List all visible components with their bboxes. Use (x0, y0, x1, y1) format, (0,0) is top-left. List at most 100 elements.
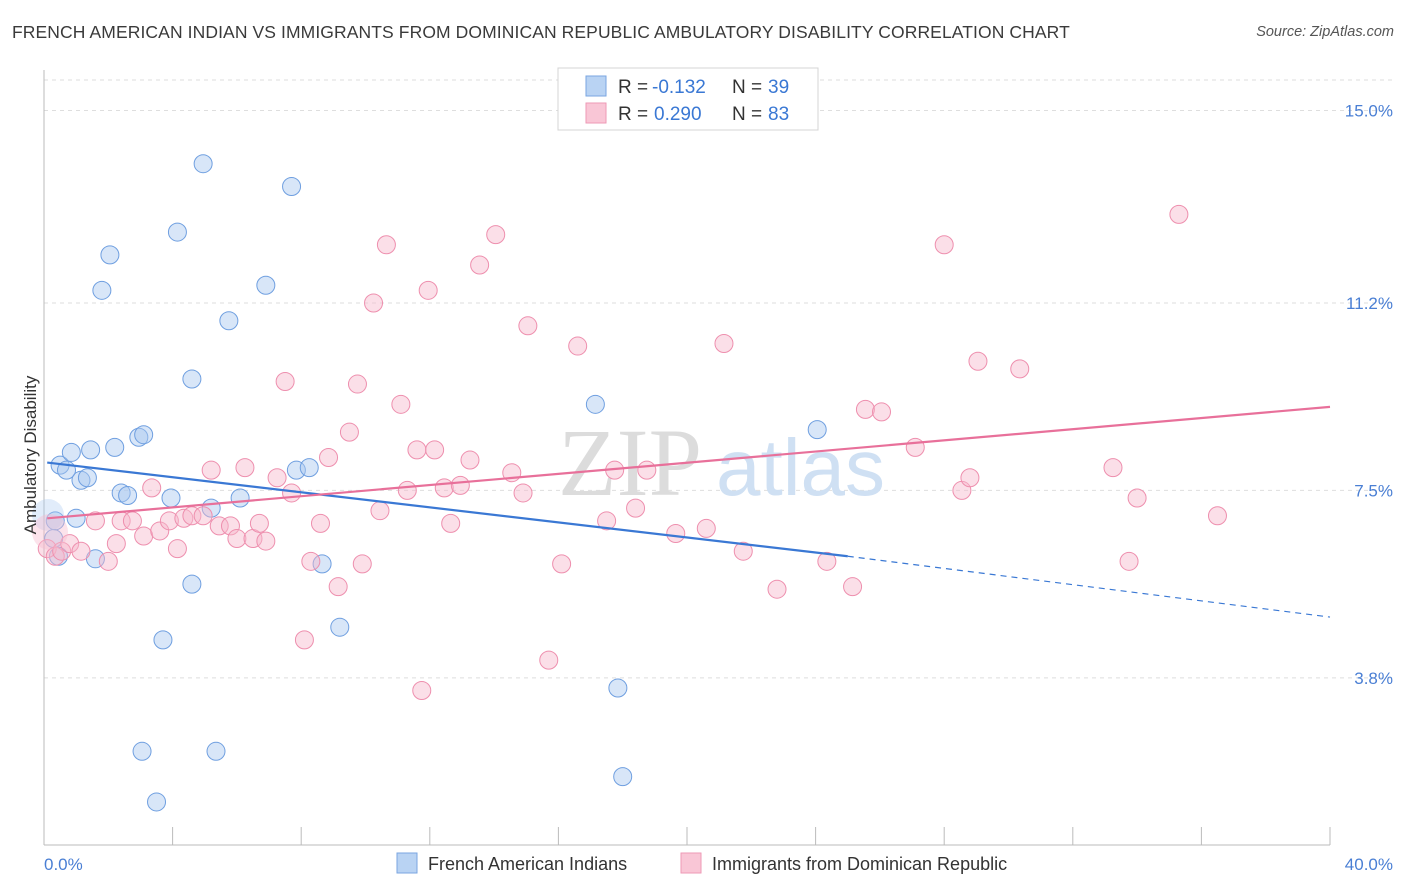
data-point (666, 523, 686, 543)
trend-line-extension-dashed (847, 555, 1331, 618)
data-point (230, 488, 250, 508)
data-point (714, 334, 734, 354)
data-point-cluster (32, 499, 64, 531)
data-point (585, 394, 605, 414)
data-point (193, 154, 213, 174)
data-point (934, 235, 954, 255)
data-point (696, 518, 716, 538)
x-tick-label: 40.0% (1345, 855, 1393, 874)
legend-swatch-pink (585, 102, 607, 124)
bottom-legend-label-1: French American Indians (428, 854, 627, 874)
data-point (312, 554, 332, 574)
bottom-legend-swatch-blue (396, 852, 418, 874)
data-point (81, 440, 101, 460)
data-point (105, 437, 125, 457)
y-tick-label: 15.0% (1345, 102, 1393, 121)
x-tick-label: 0.0% (44, 855, 83, 874)
data-point (52, 541, 72, 561)
data-point (209, 516, 229, 536)
data-point (905, 437, 925, 457)
grid-lines (44, 79, 1392, 679)
data-point (61, 442, 81, 462)
data-point (817, 551, 837, 571)
data-point (441, 513, 461, 533)
data-point (425, 440, 445, 460)
data-point (347, 374, 367, 394)
data-point (608, 678, 628, 698)
x-tick-labels: 0.0% 40.0% (44, 855, 1393, 874)
data-point (129, 427, 149, 447)
data-point (66, 508, 86, 528)
data-point (100, 245, 120, 265)
data-point (167, 539, 187, 559)
data-point (256, 275, 276, 295)
data-point-cluster (32, 514, 68, 550)
legend-n-value-2: 83 (768, 104, 789, 125)
data-point (182, 369, 202, 389)
data-point (256, 531, 276, 551)
legend-r-value-1: -0.132 (652, 77, 706, 98)
data-point (539, 650, 559, 670)
data-point (301, 551, 321, 571)
data-point (235, 458, 255, 478)
data-point (391, 394, 411, 414)
y-tick-label: 11.2% (1346, 294, 1393, 313)
data-point (1207, 506, 1227, 526)
data-point (1169, 204, 1189, 224)
data-point (174, 508, 194, 528)
data-point (153, 630, 173, 650)
data-point (182, 574, 202, 594)
data-point (434, 478, 454, 498)
data-point (147, 792, 167, 812)
data-point (275, 372, 295, 392)
y-axis-label: Ambulatory Disability (21, 375, 40, 534)
data-point (330, 617, 350, 637)
data-point (597, 511, 617, 531)
data-point (352, 554, 372, 574)
data-point (613, 767, 633, 787)
data-point (843, 577, 863, 597)
data-point (45, 546, 65, 566)
trend-line-dominican-republic (47, 405, 1331, 520)
data-point (167, 222, 187, 242)
data-point (310, 513, 330, 533)
data-point (872, 402, 892, 422)
y-tick-label: 3.8% (1354, 669, 1393, 688)
top-legend: R = -0.132 N = 39 R = 0.290 N = 83 (557, 67, 819, 131)
data-point (552, 554, 572, 574)
data-point (568, 336, 588, 356)
data-point (134, 425, 154, 445)
data-point (71, 541, 91, 561)
data-point (1119, 551, 1139, 571)
data-point (206, 741, 226, 761)
y-tick-labels: 15.0% 11.2% 7.5% 3.8% (1345, 102, 1393, 688)
data-point (282, 177, 302, 197)
data-point (767, 579, 787, 599)
axes (43, 70, 1331, 846)
data-point (150, 521, 170, 541)
data-point (450, 475, 470, 495)
data-point (397, 480, 417, 500)
data-point (122, 511, 142, 531)
legend-n-label-1: N = (732, 77, 762, 98)
trend-line-french-american-indians (47, 461, 848, 558)
data-point (249, 513, 269, 533)
data-point (267, 468, 287, 488)
bottom-legend-label-2: Immigrants from Dominican Republic (712, 854, 1007, 874)
data-point (299, 458, 319, 478)
data-point (407, 440, 427, 460)
data-point (37, 539, 57, 559)
data-point (142, 478, 162, 498)
chart-title: FRENCH AMERICAN INDIAN VS IMMIGRANTS FRO… (12, 22, 1070, 42)
data-point (364, 293, 384, 313)
data-point (1103, 458, 1123, 478)
data-point (370, 501, 390, 521)
data-point (220, 516, 240, 536)
data-point (376, 235, 396, 255)
data-point (98, 551, 118, 571)
legend-n-label-2: N = (732, 104, 762, 125)
watermark-atlas: atlas (716, 423, 885, 512)
legend-r-label-1: R = (618, 77, 648, 98)
data-point (626, 498, 646, 518)
data-point (161, 488, 181, 508)
